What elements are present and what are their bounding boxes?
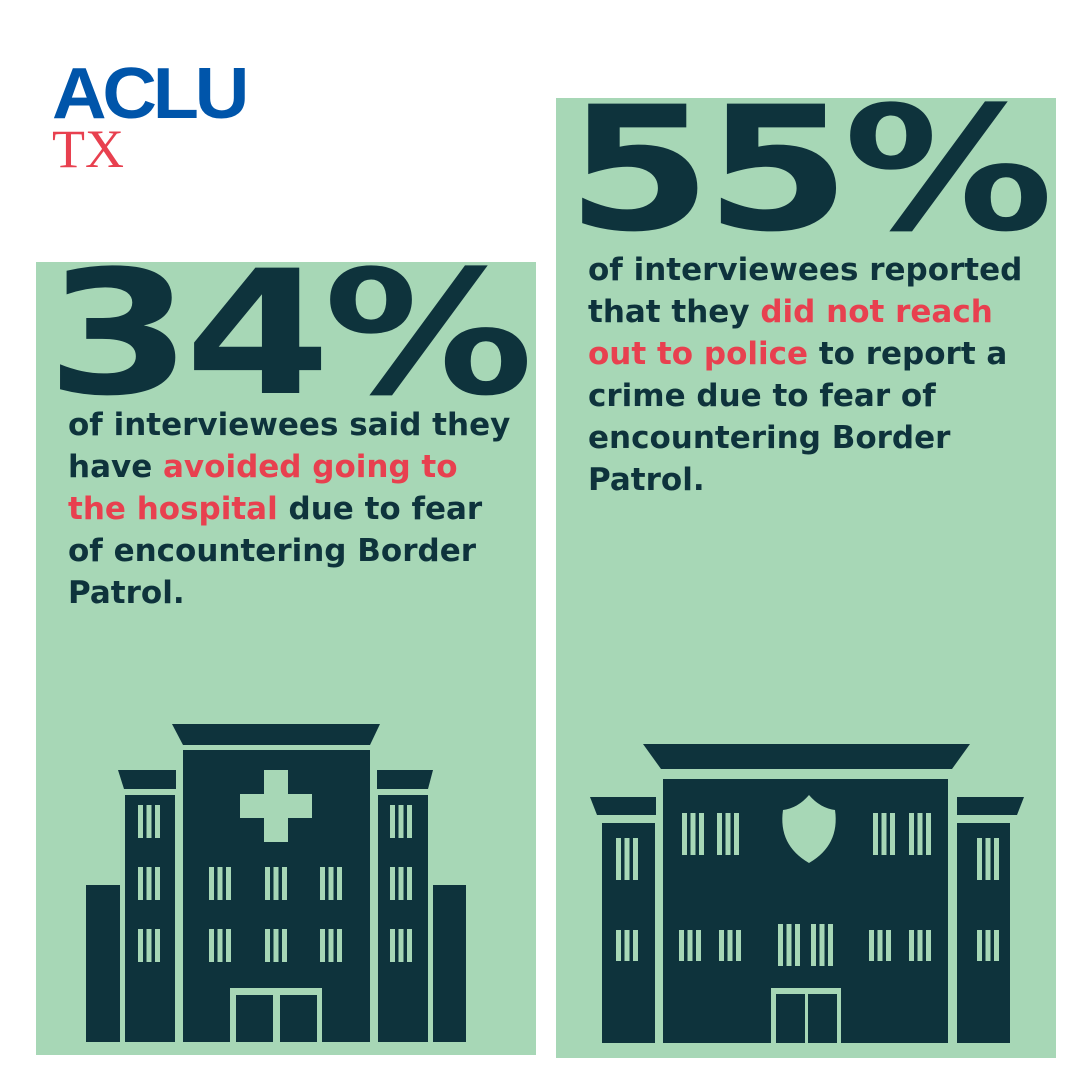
window-bar (725, 813, 731, 855)
window-bar (320, 929, 325, 962)
window-bar (795, 924, 800, 966)
window-bar (209, 929, 214, 962)
window-bar (265, 867, 270, 900)
window-bar (679, 930, 684, 961)
window-bar (320, 867, 325, 900)
highlight-text: did not reach out to police (588, 294, 993, 372)
window-bar (696, 930, 701, 961)
window-bar (717, 813, 722, 855)
text: of interviewees said they have (68, 407, 511, 485)
window-bar (778, 924, 783, 966)
window-bar (616, 930, 621, 961)
window-bar (869, 930, 874, 961)
window-bar (407, 805, 412, 838)
window-bar (633, 838, 638, 880)
window-bar (273, 867, 279, 900)
stat-text-police: of interviewees reported that they did n… (588, 249, 1038, 501)
window-bar (811, 924, 816, 966)
window-bar (398, 805, 404, 838)
logo-region: TX (52, 119, 124, 179)
window-icons (138, 805, 999, 966)
window-bar (909, 930, 914, 961)
window-bar (682, 813, 687, 855)
window-bar (138, 929, 143, 962)
window-bar (926, 813, 931, 855)
window-bar (890, 813, 895, 855)
text: due to fear of encountering Border Patro… (68, 491, 483, 611)
window-bar (146, 867, 152, 900)
window-bar (217, 929, 223, 962)
window-bar (390, 929, 395, 962)
window-bar (209, 867, 214, 900)
window-bar (138, 867, 143, 900)
window-bar (616, 838, 621, 880)
window-bar (886, 930, 891, 961)
window-bar (917, 930, 923, 961)
window-bar (273, 929, 279, 962)
window-bar (398, 929, 404, 962)
window-bar (337, 929, 342, 962)
window-bar (328, 867, 334, 900)
window-bar (690, 813, 696, 855)
window-bar (146, 929, 152, 962)
window-bar (155, 929, 160, 962)
window-bar (407, 867, 412, 900)
text: to report a crime due to fear of encount… (588, 336, 1008, 498)
window-bar (828, 924, 833, 966)
window-bar (977, 930, 982, 961)
window-bar (909, 813, 914, 855)
window-bar (719, 930, 724, 961)
window-bar (985, 930, 991, 961)
window-bar (873, 813, 878, 855)
window-bar (687, 930, 693, 961)
stat-value-hospital: 34% (46, 233, 534, 434)
window-bar (337, 867, 342, 900)
window-bar (226, 929, 231, 962)
window-bar (328, 929, 334, 962)
aclu-logo: ACLU (52, 54, 249, 134)
window-bar (138, 805, 143, 838)
window-bar (407, 929, 412, 962)
window-bar (734, 813, 739, 855)
window-bar (155, 805, 160, 838)
window-bar (977, 838, 982, 880)
window-bar (819, 924, 825, 966)
window-bar (881, 813, 887, 855)
window-bar (390, 805, 395, 838)
window-bar (398, 867, 404, 900)
window-bar (727, 930, 733, 961)
stat-value-police: 55% (566, 69, 1054, 270)
window-bar (736, 930, 741, 961)
window-bar (917, 813, 923, 855)
window-bar (877, 930, 883, 961)
window-bar (786, 924, 792, 966)
window-bar (155, 867, 160, 900)
highlight-text: avoided going to the hospital (68, 449, 458, 527)
window-bar (624, 838, 630, 880)
window-bar (390, 867, 395, 900)
window-bar (633, 930, 638, 961)
window-bar (699, 813, 704, 855)
window-bar (217, 867, 223, 900)
window-bar (985, 838, 991, 880)
window-bar (282, 867, 287, 900)
window-bar (994, 930, 999, 961)
stat-text-hospital: of interviewees said they have avoided g… (68, 404, 518, 614)
window-bar (624, 930, 630, 961)
window-bar (994, 838, 999, 880)
window-bar (226, 867, 231, 900)
police-station-icon (590, 744, 1024, 1043)
window-bar (146, 805, 152, 838)
text: of interviewees reported that they (588, 252, 1023, 330)
window-bar (282, 929, 287, 962)
window-bar (265, 929, 270, 962)
window-bar (926, 930, 931, 961)
